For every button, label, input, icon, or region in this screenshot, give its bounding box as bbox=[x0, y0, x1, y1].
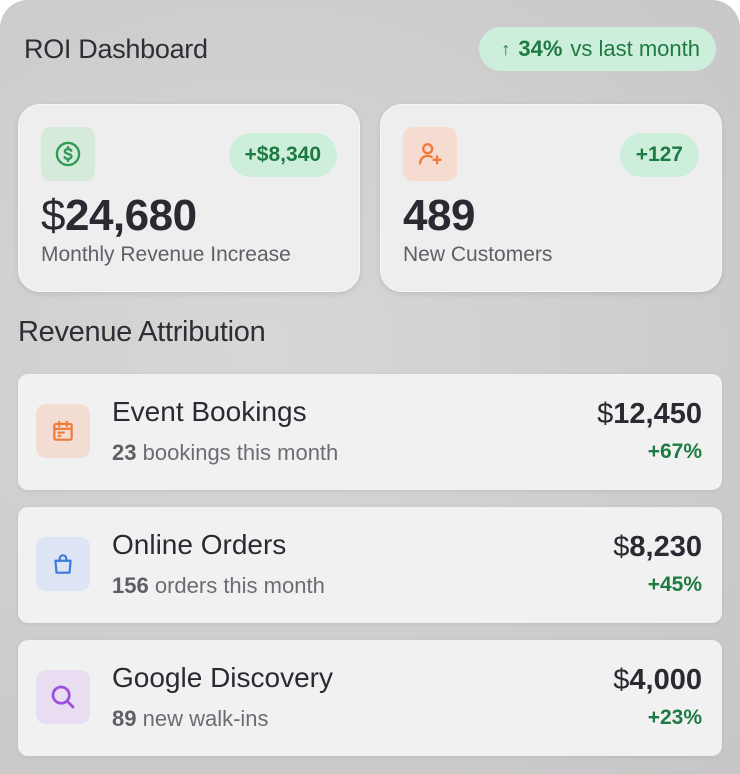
currency-symbol: $ bbox=[613, 664, 630, 696]
arrow-up-icon: ↑ bbox=[501, 38, 511, 59]
row-subtitle: 89 new walk-ins bbox=[112, 706, 269, 732]
customers-value: 489 bbox=[403, 191, 475, 240]
row-subtitle: 23 bookings this month bbox=[112, 440, 338, 466]
row-subtitle-text: orders this month bbox=[154, 573, 325, 598]
row-amount: $4,000 bbox=[613, 664, 702, 697]
row-amount: $8,230 bbox=[613, 531, 702, 564]
currency-symbol: $ bbox=[613, 531, 630, 563]
customers-label: New Customers bbox=[403, 243, 553, 266]
row-amount-value: 8,230 bbox=[629, 531, 702, 563]
row-name: Google Discovery bbox=[112, 662, 333, 693]
row-amount-value: 12,450 bbox=[613, 398, 702, 430]
customers-delta-badge: +127 bbox=[619, 133, 699, 177]
row-subtitle-text: new walk-ins bbox=[142, 706, 269, 731]
row-count: 89 bbox=[112, 706, 137, 731]
row-count: 156 bbox=[112, 573, 149, 598]
row-subtitle-text: bookings this month bbox=[142, 440, 339, 465]
attribution-row-event-bookings[interactable]: Event Bookings 23 bookings this month $1… bbox=[18, 374, 722, 490]
revenue-delta-badge: +$8,340 bbox=[228, 133, 337, 177]
currency-symbol: $ bbox=[41, 191, 65, 240]
shopping-bag-icon bbox=[36, 537, 90, 591]
row-count: 23 bbox=[112, 440, 137, 465]
attribution-row-online-orders[interactable]: Online Orders 156 orders this month $8,2… bbox=[18, 507, 722, 623]
currency-symbol: $ bbox=[597, 398, 614, 430]
dollar-circle-icon bbox=[41, 127, 95, 181]
user-plus-icon bbox=[403, 127, 457, 181]
row-name: Online Orders bbox=[112, 529, 287, 560]
dashboard-header: ROI Dashboard ↑ 34% vs last month bbox=[24, 26, 716, 72]
row-amount: $12,450 bbox=[597, 398, 702, 431]
revenue-stat-card[interactable]: +$8,340 $24,680 Monthly Revenue Increase bbox=[18, 104, 360, 292]
search-icon bbox=[36, 670, 90, 724]
row-subtitle: 156 orders this month bbox=[112, 573, 325, 599]
row-change: +67% bbox=[647, 440, 702, 463]
section-title: Revenue Attribution bbox=[18, 316, 266, 348]
calendar-icon bbox=[36, 404, 90, 458]
row-change: +45% bbox=[647, 573, 702, 596]
row-name: Event Bookings bbox=[112, 396, 307, 427]
row-amount-value: 4,000 bbox=[629, 664, 702, 696]
page-title: ROI Dashboard bbox=[24, 33, 208, 64]
trend-percent: 34% bbox=[518, 36, 563, 61]
row-change: +23% bbox=[647, 706, 702, 729]
attribution-row-google-discovery[interactable]: Google Discovery 89 new walk-ins $4,000 … bbox=[18, 640, 722, 756]
revenue-amount: 24,680 bbox=[64, 191, 197, 240]
trend-badge: ↑ 34% vs last month bbox=[479, 27, 716, 71]
revenue-value: $24,680 bbox=[41, 191, 197, 241]
revenue-label: Monthly Revenue Increase bbox=[41, 243, 291, 266]
customers-stat-card[interactable]: +127 489 New Customers bbox=[380, 104, 722, 292]
trend-suffix: vs last month bbox=[570, 36, 700, 61]
